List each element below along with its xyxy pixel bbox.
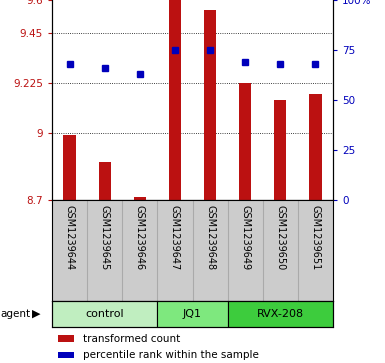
Bar — [204, 10, 216, 200]
Bar — [52, 301, 157, 327]
Text: transformed count: transformed count — [83, 334, 180, 344]
Bar — [169, 0, 181, 200]
Text: JQ1: JQ1 — [183, 309, 202, 319]
Bar — [239, 83, 251, 200]
Bar — [274, 100, 286, 200]
Text: ▶: ▶ — [32, 309, 40, 319]
Bar — [228, 301, 333, 327]
Bar — [157, 301, 228, 327]
Bar — [58, 352, 74, 358]
Text: GSM1239646: GSM1239646 — [135, 205, 145, 270]
Bar — [58, 335, 74, 342]
Text: GSM1239644: GSM1239644 — [65, 205, 75, 270]
Text: GSM1239650: GSM1239650 — [275, 205, 285, 270]
Text: GSM1239647: GSM1239647 — [170, 205, 180, 270]
Bar — [99, 162, 111, 200]
Text: percentile rank within the sample: percentile rank within the sample — [83, 350, 259, 360]
Text: control: control — [85, 309, 124, 319]
Bar — [134, 197, 146, 200]
Text: GSM1239645: GSM1239645 — [100, 205, 110, 270]
Text: agent: agent — [1, 309, 31, 319]
Text: GSM1239648: GSM1239648 — [205, 205, 215, 270]
Text: GSM1239651: GSM1239651 — [310, 205, 320, 270]
Text: RVX-208: RVX-208 — [257, 309, 304, 319]
Bar — [64, 135, 76, 200]
Bar — [309, 94, 321, 200]
Text: GSM1239649: GSM1239649 — [240, 205, 250, 270]
